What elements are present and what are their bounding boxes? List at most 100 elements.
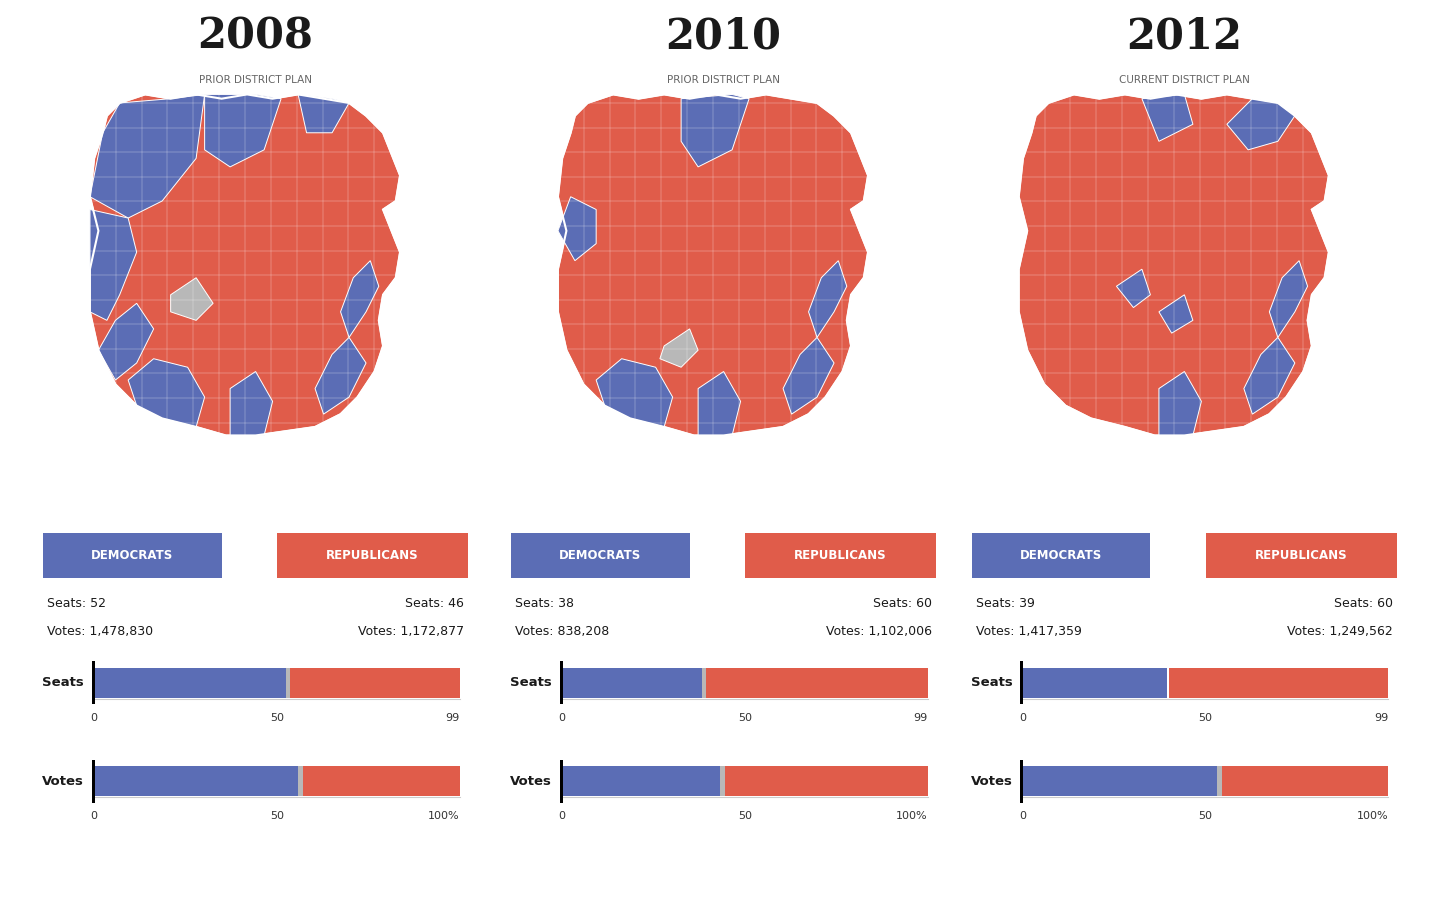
Polygon shape bbox=[204, 94, 281, 167]
Polygon shape bbox=[170, 278, 213, 320]
Bar bbox=[560, 661, 563, 705]
Text: 0: 0 bbox=[91, 811, 98, 821]
Text: CURRENT DISTRICT PLAN: CURRENT DISTRICT PLAN bbox=[1119, 74, 1250, 85]
Polygon shape bbox=[315, 337, 366, 414]
Text: 50: 50 bbox=[1198, 713, 1212, 723]
Polygon shape bbox=[557, 94, 868, 435]
Text: 99: 99 bbox=[1374, 713, 1388, 723]
Text: Seats: 38: Seats: 38 bbox=[516, 597, 575, 610]
Bar bbox=[92, 661, 95, 705]
Text: 2012: 2012 bbox=[1126, 15, 1243, 57]
Text: Seats: 52: Seats: 52 bbox=[48, 597, 107, 610]
Bar bbox=[289, 668, 459, 697]
Polygon shape bbox=[596, 359, 672, 427]
Polygon shape bbox=[98, 303, 154, 380]
Polygon shape bbox=[89, 210, 137, 320]
Text: DEMOCRATS: DEMOCRATS bbox=[91, 549, 174, 561]
Bar bbox=[94, 668, 287, 697]
Polygon shape bbox=[1270, 260, 1308, 337]
Text: 50: 50 bbox=[1198, 811, 1212, 821]
Bar bbox=[720, 766, 726, 795]
Bar bbox=[1022, 668, 1166, 697]
FancyBboxPatch shape bbox=[43, 533, 222, 578]
Bar bbox=[562, 668, 703, 697]
Text: 0: 0 bbox=[1020, 811, 1027, 821]
Polygon shape bbox=[1227, 99, 1295, 150]
Text: PRIOR DISTRICT PLAN: PRIOR DISTRICT PLAN bbox=[667, 74, 780, 85]
Text: 50: 50 bbox=[737, 811, 752, 821]
Bar bbox=[562, 766, 720, 795]
Bar bbox=[706, 668, 927, 697]
Bar bbox=[1223, 766, 1388, 795]
Bar bbox=[1169, 668, 1388, 697]
Bar bbox=[560, 759, 563, 803]
Text: DEMOCRATS: DEMOCRATS bbox=[559, 549, 642, 561]
Text: Seats: 60: Seats: 60 bbox=[1333, 597, 1392, 610]
Polygon shape bbox=[1116, 269, 1151, 307]
FancyBboxPatch shape bbox=[511, 533, 690, 578]
Text: 99: 99 bbox=[445, 713, 459, 723]
Text: REPUBLICANS: REPUBLICANS bbox=[325, 549, 419, 561]
Text: 0: 0 bbox=[91, 713, 98, 723]
Text: Seats: Seats bbox=[42, 677, 84, 689]
Polygon shape bbox=[1159, 372, 1201, 435]
Bar bbox=[94, 766, 298, 795]
Polygon shape bbox=[89, 94, 400, 435]
Text: Votes: 1,102,006: Votes: 1,102,006 bbox=[825, 625, 932, 638]
Text: Votes: Votes bbox=[971, 775, 1012, 787]
Polygon shape bbox=[1018, 94, 1329, 435]
Polygon shape bbox=[340, 260, 379, 337]
Polygon shape bbox=[1142, 94, 1192, 141]
Bar bbox=[726, 766, 927, 795]
Bar bbox=[298, 766, 302, 795]
Bar bbox=[92, 759, 95, 803]
Text: REPUBLICANS: REPUBLICANS bbox=[793, 549, 887, 561]
Text: Votes: 1,417,359: Votes: 1,417,359 bbox=[976, 625, 1081, 638]
Text: 100%: 100% bbox=[896, 811, 927, 821]
Text: 0: 0 bbox=[1020, 713, 1027, 723]
FancyBboxPatch shape bbox=[1205, 533, 1397, 578]
Text: DEMOCRATS: DEMOCRATS bbox=[1020, 549, 1103, 561]
Polygon shape bbox=[809, 260, 847, 337]
Bar bbox=[1021, 661, 1024, 705]
Polygon shape bbox=[298, 94, 348, 132]
Text: Seats: 46: Seats: 46 bbox=[405, 597, 464, 610]
Polygon shape bbox=[783, 337, 834, 414]
FancyBboxPatch shape bbox=[744, 533, 936, 578]
Text: Votes: 1,172,877: Votes: 1,172,877 bbox=[357, 625, 464, 638]
Polygon shape bbox=[681, 94, 749, 167]
Bar bbox=[703, 668, 706, 697]
Text: 100%: 100% bbox=[428, 811, 459, 821]
Text: 2008: 2008 bbox=[197, 15, 314, 57]
Polygon shape bbox=[89, 94, 204, 218]
Text: 100%: 100% bbox=[1356, 811, 1388, 821]
Text: REPUBLICANS: REPUBLICANS bbox=[1254, 549, 1348, 561]
Text: Votes: Votes bbox=[510, 775, 552, 787]
Bar bbox=[302, 766, 459, 795]
Polygon shape bbox=[660, 329, 698, 367]
FancyBboxPatch shape bbox=[972, 533, 1151, 578]
Bar bbox=[1217, 766, 1223, 795]
Text: Votes: 1,478,830: Votes: 1,478,830 bbox=[48, 625, 154, 638]
Bar bbox=[1022, 766, 1217, 795]
Text: 0: 0 bbox=[559, 811, 566, 821]
Bar bbox=[287, 668, 289, 697]
Polygon shape bbox=[1159, 295, 1192, 333]
Polygon shape bbox=[698, 372, 740, 435]
Polygon shape bbox=[1244, 337, 1295, 414]
Text: Seats: Seats bbox=[510, 677, 552, 689]
Text: Votes: Votes bbox=[42, 775, 84, 787]
Text: Votes: 838,208: Votes: 838,208 bbox=[516, 625, 609, 638]
Polygon shape bbox=[128, 359, 204, 427]
Polygon shape bbox=[230, 372, 272, 435]
Text: 50: 50 bbox=[269, 713, 284, 723]
Text: 99: 99 bbox=[913, 713, 927, 723]
Text: 50: 50 bbox=[737, 713, 752, 723]
Polygon shape bbox=[557, 197, 596, 260]
Text: Votes: 1,249,562: Votes: 1,249,562 bbox=[1287, 625, 1392, 638]
Text: Seats: 39: Seats: 39 bbox=[976, 597, 1035, 610]
Text: PRIOR DISTRICT PLAN: PRIOR DISTRICT PLAN bbox=[199, 74, 312, 85]
FancyBboxPatch shape bbox=[276, 533, 468, 578]
Text: Seats: Seats bbox=[971, 677, 1012, 689]
Text: 50: 50 bbox=[269, 811, 284, 821]
